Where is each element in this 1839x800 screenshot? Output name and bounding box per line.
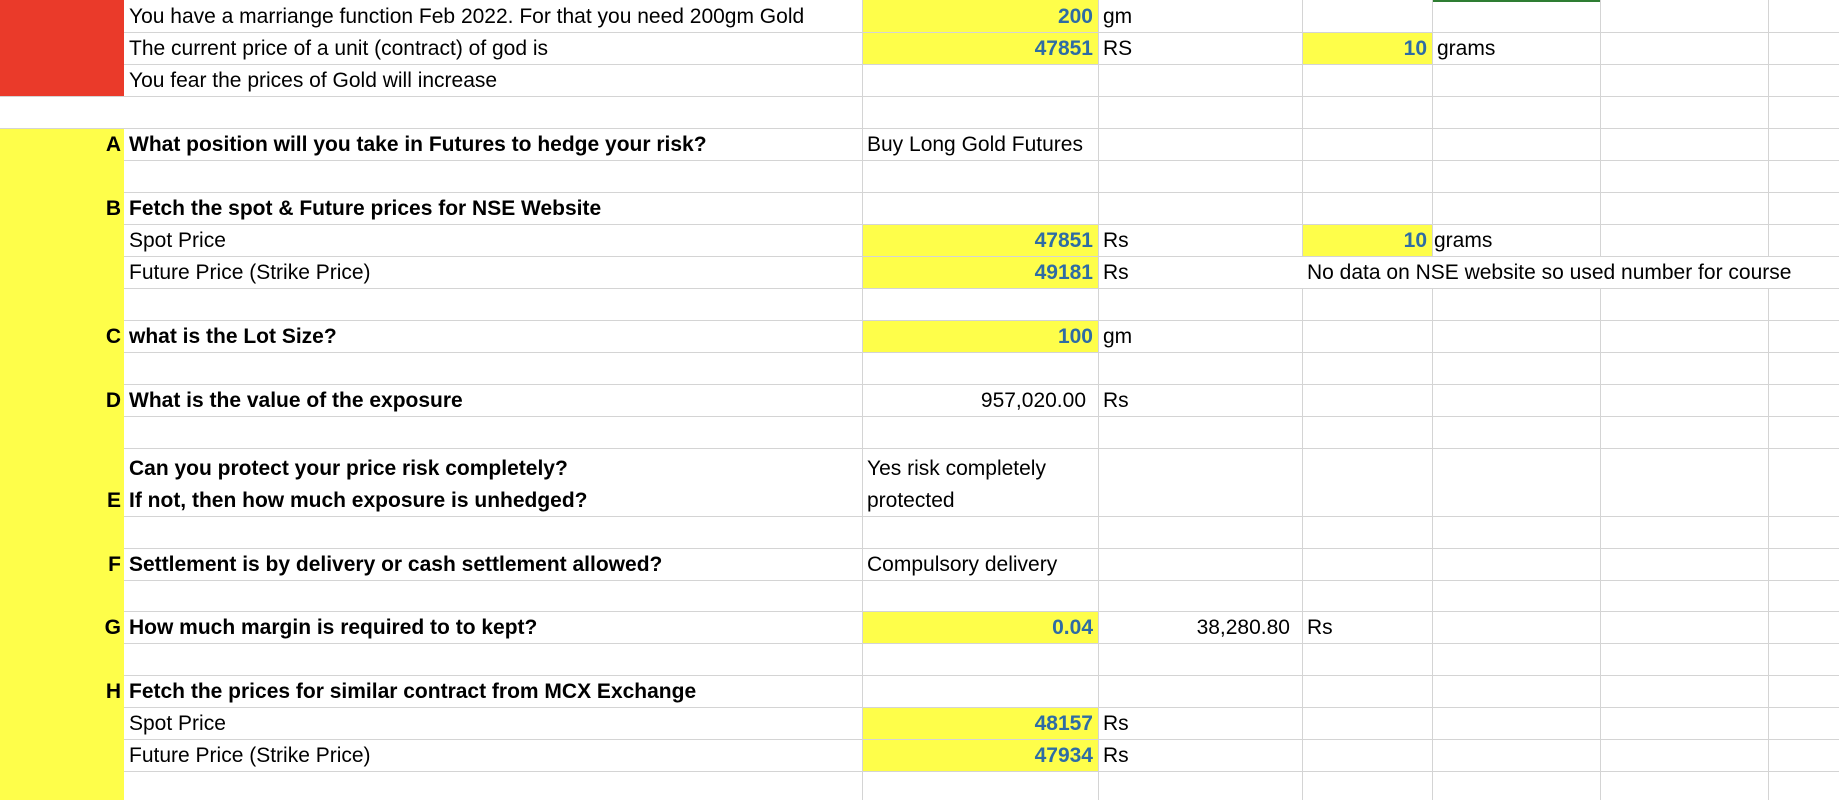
intro-line1-unit-cell[interactable]: gm bbox=[1103, 5, 1133, 28]
grid-row-line bbox=[124, 288, 1839, 289]
question-e-line2-cell[interactable]: If not, then how much exposure is unhedg… bbox=[129, 489, 588, 512]
grid-row-line bbox=[124, 384, 1839, 385]
grid-row-line bbox=[124, 224, 1839, 225]
grid-row-line bbox=[124, 64, 1839, 65]
grid-col-line bbox=[1432, 0, 1433, 800]
grid-col-line bbox=[1600, 0, 1601, 800]
grid-col-line bbox=[1768, 0, 1769, 800]
h-future-label-cell[interactable]: Future Price (Strike Price) bbox=[129, 744, 371, 767]
intro-line2-qty-unit-cell[interactable]: grams bbox=[1437, 37, 1496, 60]
question-a-cell[interactable]: What position will you take in Futures t… bbox=[129, 133, 707, 156]
g-rate-cell[interactable]: 0.04 bbox=[1052, 616, 1093, 639]
grid-row-line bbox=[124, 352, 1839, 353]
d-value-cell[interactable]: 957,020.00 bbox=[980, 389, 1086, 412]
answer-e-line1-cell[interactable]: Yes risk completely bbox=[867, 457, 1046, 480]
question-f-cell[interactable]: Settlement is by delivery or cash settle… bbox=[129, 553, 663, 576]
row-letter-a[interactable]: A bbox=[105, 133, 121, 156]
question-d-cell[interactable]: What is the value of the exposure bbox=[129, 389, 463, 412]
yellow-fill-b-future bbox=[862, 256, 1098, 288]
yellow-fill-intro-qty bbox=[1302, 32, 1432, 64]
row-letter-e[interactable]: E bbox=[106, 489, 121, 512]
row-letter-f[interactable]: F bbox=[108, 553, 121, 576]
grid-row-line bbox=[124, 771, 1839, 772]
yellow-fill-c-value bbox=[862, 320, 1098, 352]
g-value-cell[interactable]: 38,280.80 bbox=[1196, 616, 1290, 639]
yellow-fill-intro-value2 bbox=[862, 32, 1098, 64]
yellow-fill-b-spot bbox=[862, 224, 1098, 256]
b-spot-qty-unit-cell[interactable]: grams bbox=[1434, 229, 1493, 252]
grid-row-line bbox=[124, 739, 1839, 740]
grid-row-line bbox=[124, 548, 1839, 549]
grid-row-line bbox=[0, 128, 1839, 129]
c-value-cell[interactable]: 100 bbox=[1057, 325, 1093, 348]
green-top-border bbox=[1432, 0, 1600, 2]
grid-col-line bbox=[862, 0, 863, 800]
intro-line1-value-cell[interactable]: 200 bbox=[1057, 5, 1093, 28]
yellow-fill-h-spot bbox=[862, 707, 1098, 739]
grid-row-line bbox=[124, 675, 1839, 676]
yellow-fill-h-future bbox=[862, 739, 1098, 771]
b-spot-value-cell[interactable]: 47851 bbox=[1034, 229, 1093, 252]
h-spot-unit-cell[interactable]: Rs bbox=[1103, 712, 1129, 735]
b-spot-qty-cell[interactable]: 10 bbox=[1403, 229, 1427, 252]
row-letter-g[interactable]: G bbox=[104, 616, 121, 639]
h-future-value-cell[interactable]: 47934 bbox=[1034, 744, 1093, 767]
answer-f-cell[interactable]: Compulsory delivery bbox=[867, 553, 1058, 576]
yellow-fill-column bbox=[0, 128, 124, 800]
grid-row-line bbox=[124, 643, 1839, 644]
row-letter-d[interactable]: D bbox=[105, 389, 121, 412]
b-future-value-cell[interactable]: 49181 bbox=[1034, 261, 1093, 284]
intro-line1-cell[interactable]: You have a marriange function Feb 2022. … bbox=[129, 5, 805, 28]
answer-a-cell[interactable]: Buy Long Gold Futures bbox=[867, 133, 1083, 156]
b-note-cell[interactable]: No data on NSE website so used number fo… bbox=[1302, 257, 1839, 288]
grid-row-line bbox=[0, 96, 1839, 97]
answer-e-line2-cell[interactable]: protected bbox=[867, 489, 955, 512]
g-unit-cell[interactable]: Rs bbox=[1307, 616, 1333, 639]
question-g-cell[interactable]: How much margin is required to to kept? bbox=[129, 616, 538, 639]
yellow-fill-intro-value1 bbox=[862, 0, 1098, 32]
grid-row-line bbox=[124, 320, 1839, 321]
grid-row-line bbox=[124, 160, 1839, 161]
row-letter-b[interactable]: B bbox=[105, 197, 121, 220]
b-spot-unit-cell[interactable]: Rs bbox=[1103, 229, 1129, 252]
grid-row-line bbox=[124, 192, 1839, 193]
grid-row-line bbox=[124, 256, 1839, 257]
grid-col-line bbox=[1302, 0, 1303, 800]
intro-line2-qty-cell[interactable]: 10 bbox=[1403, 37, 1427, 60]
b-spot-label-cell[interactable]: Spot Price bbox=[129, 229, 226, 252]
grid-row-line bbox=[124, 707, 1839, 708]
row-letter-h[interactable]: H bbox=[105, 680, 121, 703]
grid-row-line bbox=[124, 611, 1839, 612]
row-letter-c[interactable]: C bbox=[105, 325, 121, 348]
grid-row-line bbox=[124, 416, 1839, 417]
intro-line2-unit-cell[interactable]: RS bbox=[1103, 37, 1133, 60]
yellow-fill-g-rate bbox=[862, 611, 1098, 643]
h-spot-label-cell[interactable]: Spot Price bbox=[129, 712, 226, 735]
question-e-line1-cell[interactable]: Can you protect your price risk complete… bbox=[129, 457, 568, 480]
red-fill-block bbox=[0, 0, 124, 97]
question-c-cell[interactable]: what is the Lot Size? bbox=[129, 325, 337, 348]
h-future-unit-cell[interactable]: Rs bbox=[1103, 744, 1129, 767]
question-b-cell[interactable]: Fetch the spot & Future prices for NSE W… bbox=[129, 197, 602, 220]
yellow-fill-b-qty bbox=[1302, 224, 1432, 256]
grid-row-line bbox=[124, 580, 1839, 581]
b-future-label-cell[interactable]: Future Price (Strike Price) bbox=[129, 261, 371, 284]
question-h-cell[interactable]: Fetch the prices for similar contract fr… bbox=[129, 680, 697, 703]
grid-row-line bbox=[124, 448, 1839, 449]
intro-line2-value-cell[interactable]: 47851 bbox=[1034, 37, 1093, 60]
b-future-unit-cell[interactable]: Rs bbox=[1103, 261, 1129, 284]
grid-col-line bbox=[1098, 0, 1099, 800]
c-unit-cell[interactable]: gm bbox=[1103, 325, 1133, 348]
intro-line2-cell[interactable]: The current price of a unit (contract) o… bbox=[129, 37, 549, 60]
d-unit-cell[interactable]: Rs bbox=[1103, 389, 1129, 412]
grid-row-line bbox=[124, 516, 1839, 517]
intro-line3-cell[interactable]: You fear the prices of Gold will increas… bbox=[129, 69, 498, 92]
grid-row-line bbox=[124, 32, 1839, 33]
h-spot-value-cell[interactable]: 48157 bbox=[1034, 712, 1093, 735]
